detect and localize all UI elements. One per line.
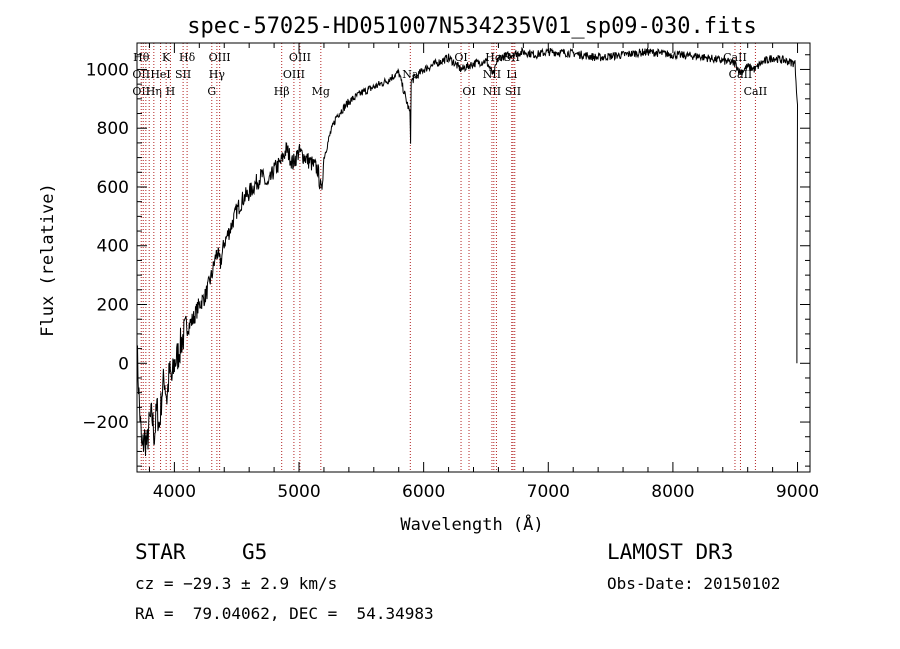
obs-date-text: Obs-Date: 20150102 (607, 574, 781, 593)
line-label-16-bot: Mg (312, 85, 330, 98)
x-axis-label: Wavelength (Å) (400, 513, 543, 535)
chart-title: spec-57025-HD051007N534235V01_sp09-030.f… (187, 14, 757, 39)
line-label-9-top: Hδ (179, 51, 196, 64)
y-tick-label-4: 600 (97, 178, 129, 198)
object-subclass: G5 (242, 540, 268, 564)
line-label-0-mid: OII (132, 68, 150, 81)
line-label-20-bot: NII (483, 85, 501, 98)
line-label-11-mid: Hγ (209, 68, 226, 81)
line-label-19-bot: OI (462, 85, 475, 98)
line-label-14-mid: OIII (283, 68, 305, 81)
x-tick-label-2: 6000 (402, 482, 445, 502)
line-label-5-mid: HeI (150, 68, 170, 81)
line-label-17-mid: Na (402, 68, 419, 81)
y-axis-label: Flux (relative) (38, 183, 58, 337)
object-class: STAR (135, 540, 186, 564)
line-label-28-bot: CaII (744, 85, 768, 98)
line-label-21-top: Hα (485, 51, 503, 64)
line-label-23-mid: Li (506, 68, 517, 81)
axes: 4000 5000 6000 7000 8000 9000 −200 0 200 400 600 80… (82, 42, 819, 502)
y-tick-label-2: 200 (97, 296, 129, 316)
line-label-10-bot: G (207, 85, 216, 98)
plot-area (136, 47, 799, 457)
line-label-13-bot: Hβ (274, 85, 290, 98)
plot-frame (136, 42, 811, 473)
line-label-0-top: Hθ (133, 51, 150, 64)
y-tick-label-6: 1000 (86, 60, 129, 80)
spectral-line-markers: HθOIIOIIHηHeIKHSIIHδGHγOIIIHβOIIIOIIIMgN… (132, 43, 767, 472)
y-tick-label-3: 400 (97, 237, 129, 257)
line-label-24-bot: SII (505, 85, 521, 98)
x-tick-label-1: 5000 (277, 482, 320, 502)
line-label-4-bot: Hη (146, 85, 162, 98)
x-tick-label-0: 4000 (153, 482, 196, 502)
line-label-15-top: OIII (289, 51, 311, 64)
line-label-6-top: K (162, 51, 171, 64)
line-label-8-mid: SII (175, 68, 191, 81)
line-label-18-top: OI (454, 51, 467, 64)
spectrum-series-line (136, 47, 799, 457)
redshift-text: cz = −29.3 ± 2.9 km/s (135, 574, 338, 593)
survey-name: LAMOST DR3 (607, 540, 734, 564)
x-tick-label-3: 7000 (527, 482, 570, 502)
y-tick-label-1: 0 (118, 354, 129, 374)
line-label-12-top: OIII (209, 51, 231, 64)
x-tick-label-4: 8000 (651, 482, 694, 502)
x-tick-label-5: 9000 (776, 482, 819, 502)
ra-dec-text: RA = 79.04062, DEC = 54.34983 (135, 604, 434, 623)
y-tick-label-0: −200 (82, 413, 129, 433)
y-tick-label-5: 800 (97, 119, 129, 139)
line-label-7-bot: H (166, 85, 176, 98)
